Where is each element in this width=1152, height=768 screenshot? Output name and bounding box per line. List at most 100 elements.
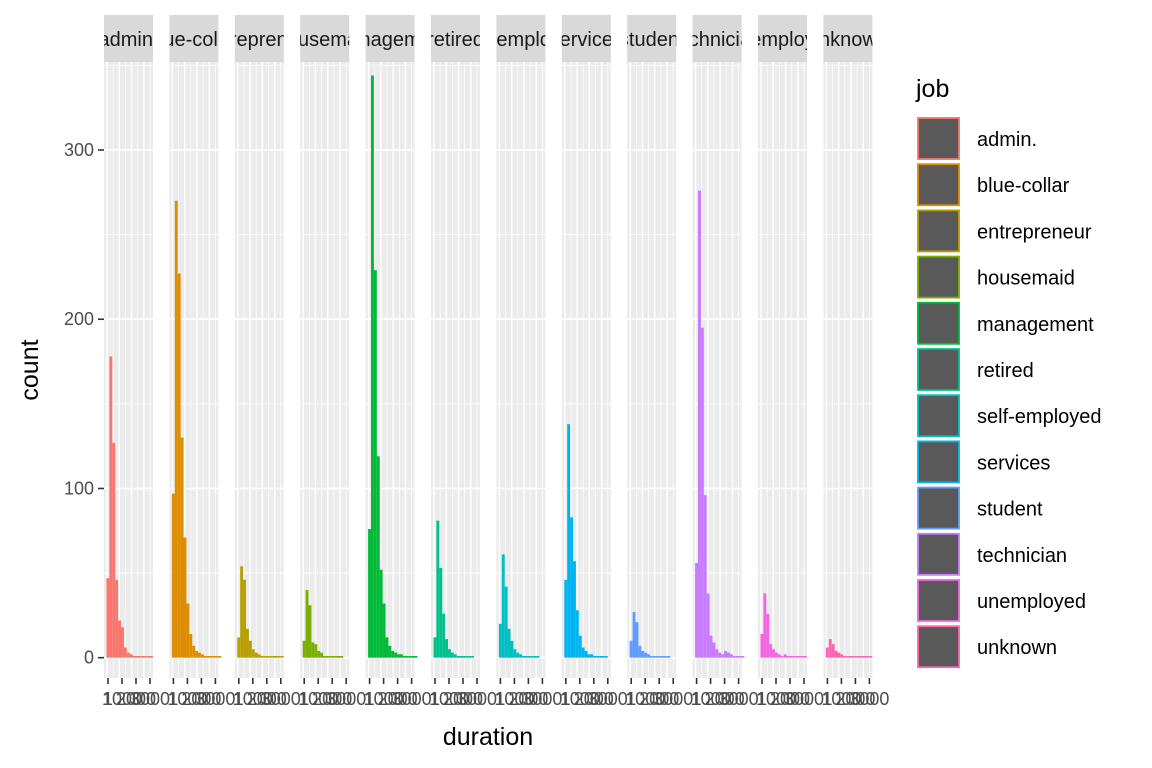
- histogram-bar: [468, 656, 472, 658]
- x-tick-label: 1: [365, 689, 375, 709]
- histogram-bar: [150, 656, 153, 658]
- histogram-bar: [792, 656, 796, 658]
- panel-background: [758, 62, 807, 678]
- legend-swatch: [917, 209, 960, 253]
- x-tick-label: 2000: [116, 689, 156, 709]
- histogram-bar: [192, 645, 196, 658]
- x-tick-label: 1: [626, 689, 636, 709]
- x-tick-label: 1000: [102, 689, 142, 709]
- histogram-bar: [442, 613, 446, 658]
- histogram-bar: [254, 652, 258, 658]
- histogram-bar: [587, 654, 591, 658]
- histogram-bar: [570, 517, 573, 658]
- x-tick-label: 1: [495, 689, 505, 709]
- legend-title: job: [915, 75, 949, 103]
- histogram-bar: [516, 652, 520, 658]
- histogram-bar: [385, 637, 389, 658]
- histogram-bar: [280, 656, 284, 658]
- histogram-bar: [129, 654, 133, 658]
- facet-strip-label: blue-collar: [148, 29, 241, 51]
- x-tick-label: 3000: [195, 689, 235, 709]
- legend-label: management: [977, 314, 1094, 336]
- histogram-bar: [203, 656, 207, 658]
- histogram-bar: [652, 656, 656, 658]
- histogram-bar: [126, 652, 130, 658]
- legend-swatch: [917, 625, 960, 669]
- histogram-bar: [109, 356, 113, 658]
- histogram-bar: [174, 200, 178, 658]
- histogram-bar: [186, 603, 190, 658]
- x-tick-label: 1000: [429, 689, 469, 709]
- facet-strip-label: technician: [672, 29, 762, 51]
- histogram-bar: [777, 654, 781, 658]
- histogram-bar: [712, 642, 716, 658]
- histogram-bar: [388, 645, 392, 658]
- x-tick-label: 2000: [705, 689, 745, 709]
- histogram-bar: [331, 656, 335, 658]
- histogram-bar: [132, 656, 136, 658]
- histogram-bar: [658, 656, 662, 658]
- histogram-bar: [414, 656, 418, 658]
- legend-label: retired: [977, 360, 1034, 382]
- histogram-bar: [218, 656, 222, 658]
- histogram-bar: [852, 656, 855, 658]
- legend-label: services: [977, 452, 1050, 474]
- legend-label: student: [977, 499, 1043, 521]
- histogram-bar: [766, 613, 770, 658]
- histogram-bar: [448, 649, 451, 658]
- histogram-bar: [135, 656, 139, 658]
- histogram-bar: [138, 656, 142, 658]
- histogram-bar: [382, 603, 386, 658]
- legend-label: housemaid: [977, 268, 1075, 290]
- legend: job admin. blue-collar entrepreneur housema…: [915, 75, 1102, 669]
- facet-strip: [431, 15, 480, 62]
- legend-swatch: [917, 255, 960, 299]
- legend-swatch: [917, 394, 960, 438]
- facet-strip-label: retired: [427, 29, 484, 51]
- histogram-bar: [718, 652, 722, 658]
- histogram-bar: [471, 656, 475, 658]
- histogram-bar: [246, 628, 249, 658]
- histogram-bar: [263, 656, 267, 658]
- histogram-bar: [599, 656, 602, 658]
- histogram-bar: [567, 424, 571, 658]
- x-tick-label: 3000: [130, 689, 170, 709]
- histogram-bar: [141, 656, 145, 658]
- histogram-bar: [195, 650, 198, 658]
- x-tick-label: 2000: [770, 689, 810, 709]
- facet-strip: [692, 15, 742, 62]
- x-tick-label: 1: [757, 689, 767, 709]
- y-tick-label: 0: [84, 648, 94, 668]
- histogram-bar: [760, 634, 764, 658]
- histogram-bar: [266, 656, 270, 658]
- legend-item: services: [917, 440, 1050, 484]
- facet-strip: [627, 15, 677, 62]
- facet-strip-label: unknown: [808, 29, 888, 51]
- y-tick-label: 100: [64, 478, 94, 498]
- x-tick-label: 1: [103, 689, 113, 709]
- histogram-bar: [368, 529, 371, 658]
- legend-label: technician: [977, 545, 1067, 567]
- x-tick-label: 3000: [719, 689, 759, 709]
- legend-swatch: [917, 348, 960, 391]
- histogram-bar: [724, 650, 727, 658]
- facet-strip-label: entrepreneur: [202, 29, 317, 51]
- histogram-bar: [275, 656, 278, 658]
- histogram-bar: [843, 656, 847, 658]
- histogram-bar: [507, 628, 511, 658]
- legend-item: technician: [917, 532, 1067, 576]
- legend-item: entrepreneur: [917, 209, 1092, 253]
- x-tick-label: 1000: [233, 689, 273, 709]
- x-tick-label: 1: [692, 689, 702, 709]
- histogram-bar: [709, 635, 713, 658]
- histogram-bar: [459, 656, 463, 658]
- facet-strip: [496, 15, 546, 62]
- facet-strip: [234, 15, 284, 62]
- x-tick-label: 1000: [756, 689, 796, 709]
